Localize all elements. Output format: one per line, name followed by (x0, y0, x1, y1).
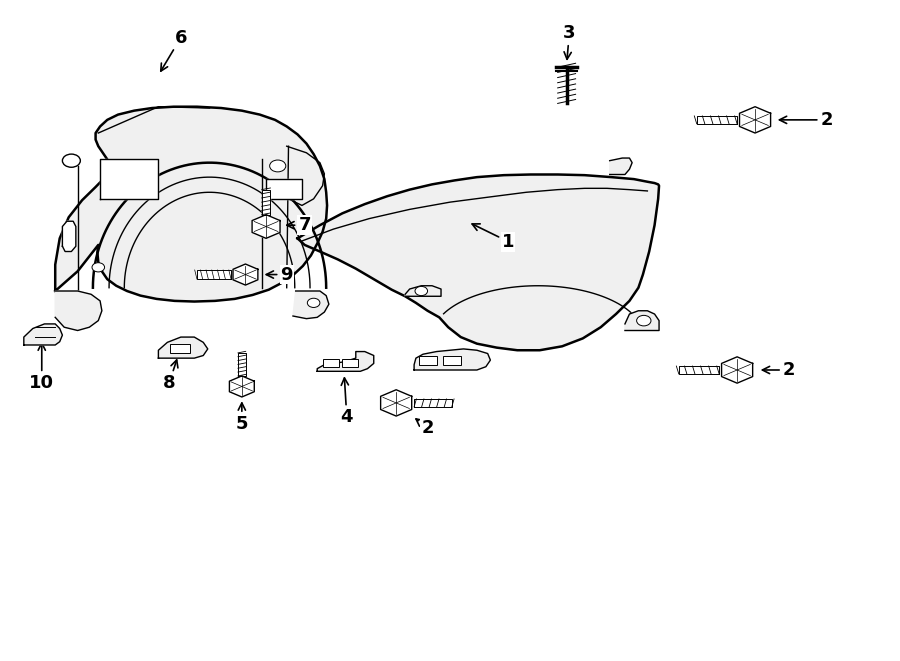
Circle shape (92, 262, 104, 272)
Polygon shape (414, 399, 452, 407)
Polygon shape (405, 286, 441, 296)
Polygon shape (252, 215, 280, 239)
Polygon shape (23, 324, 62, 345)
Polygon shape (625, 311, 659, 330)
Polygon shape (62, 221, 76, 252)
Polygon shape (298, 175, 659, 350)
Polygon shape (197, 270, 231, 279)
Text: 1: 1 (472, 224, 515, 251)
Circle shape (62, 154, 80, 167)
FancyBboxPatch shape (443, 356, 461, 365)
Circle shape (636, 315, 651, 326)
Circle shape (307, 298, 320, 307)
Text: 2: 2 (779, 111, 833, 129)
Text: 6: 6 (161, 28, 187, 71)
Text: 2: 2 (762, 361, 796, 379)
Circle shape (270, 160, 286, 172)
Text: 7: 7 (287, 216, 310, 234)
Text: 4: 4 (340, 378, 353, 426)
Polygon shape (262, 190, 270, 215)
Text: 5: 5 (236, 403, 248, 433)
Circle shape (415, 286, 428, 295)
Polygon shape (55, 291, 102, 330)
Polygon shape (697, 116, 737, 124)
FancyBboxPatch shape (419, 356, 437, 365)
Text: 3: 3 (563, 24, 576, 59)
Polygon shape (100, 159, 158, 199)
Polygon shape (55, 106, 327, 301)
FancyBboxPatch shape (322, 360, 338, 368)
FancyBboxPatch shape (342, 360, 358, 368)
FancyBboxPatch shape (170, 344, 190, 353)
Text: 10: 10 (30, 343, 54, 392)
Polygon shape (740, 106, 770, 133)
Polygon shape (238, 353, 246, 376)
Polygon shape (266, 179, 302, 199)
Polygon shape (381, 390, 411, 416)
Polygon shape (233, 264, 258, 285)
Text: 8: 8 (163, 360, 178, 392)
Polygon shape (679, 366, 719, 374)
Text: 2: 2 (416, 419, 434, 437)
Polygon shape (293, 291, 328, 319)
Polygon shape (317, 352, 373, 371)
Polygon shape (158, 337, 208, 358)
Polygon shape (230, 376, 255, 397)
Text: 9: 9 (266, 266, 293, 284)
Polygon shape (609, 158, 632, 175)
Polygon shape (722, 357, 752, 383)
Polygon shape (414, 349, 490, 370)
